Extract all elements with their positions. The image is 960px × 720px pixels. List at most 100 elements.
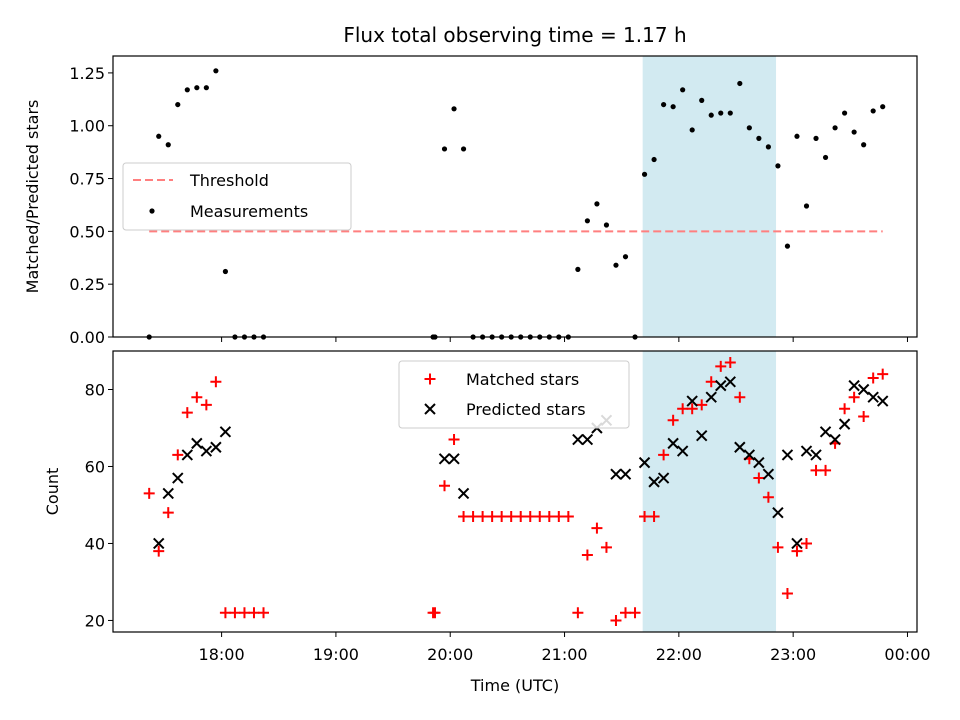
measurement-point [460, 146, 467, 152]
measurement-point [232, 334, 238, 340]
measurement-point [775, 163, 781, 169]
matched-star-point [848, 391, 860, 403]
matched-star-point [658, 449, 670, 461]
y-tick-label: 80 [85, 380, 105, 399]
x-tick-label: 21:00 [541, 645, 587, 664]
measurement-point [680, 87, 686, 93]
matched-star-point [153, 545, 165, 557]
measurement-point [508, 334, 514, 340]
legend-label: Measurements [190, 202, 308, 221]
measurement-point [565, 334, 571, 340]
predicted-star-point [610, 468, 622, 480]
measurement-point [213, 68, 219, 74]
matched-star-point [772, 541, 784, 553]
measurement-point [537, 334, 543, 340]
measurement-point [670, 104, 676, 110]
predicted-star-point [438, 453, 451, 465]
matched-star-point [696, 399, 708, 411]
matched-star-point [667, 414, 679, 426]
measurement-point [222, 268, 229, 275]
predicted-star-point [619, 468, 632, 480]
measurement-point [241, 334, 248, 340]
predicted-star-point [772, 506, 784, 519]
predicted-star-point [648, 476, 660, 488]
predicted-star-point [810, 449, 822, 461]
chart-title: Flux total observing time = 1.17 h [343, 23, 686, 47]
predicted-star-point [781, 449, 794, 461]
measurement-point [803, 203, 810, 209]
measurement-point [546, 334, 552, 340]
legend-label: Predicted stars [466, 400, 586, 419]
matched-star-point [867, 372, 879, 384]
plot-frame [112, 55, 918, 338]
predicted-star-point [857, 383, 870, 396]
measurement-point [260, 334, 267, 340]
matched-star-point [591, 522, 603, 534]
matched-star-point [477, 511, 489, 523]
x-tick-label: 18:00 [199, 645, 245, 664]
matched-star-point [724, 357, 736, 369]
matched-star-point [877, 368, 889, 380]
measurement-point [851, 129, 857, 135]
matched-star-point [458, 511, 470, 523]
matched-star-point [467, 511, 479, 523]
matched-star-point [429, 607, 441, 619]
x-tick-label: 22:00 [656, 645, 702, 664]
matched-star-point [800, 537, 812, 549]
predicted-star-point [638, 456, 651, 469]
measurement-point [784, 243, 791, 249]
measurement-point [689, 127, 695, 133]
x-axis-label: Time (UTC) [470, 676, 559, 695]
legend-box [122, 162, 352, 231]
predicted-star-point [696, 429, 708, 442]
plot-frame [112, 350, 918, 633]
y-tick-label: 0.75 [69, 170, 105, 189]
matched-star-point [753, 472, 765, 484]
ratio-panel: 0.00 0.25 0.50 0.75 1.00 1.25 Matched/Predicte… [23, 55, 918, 347]
measurement-point [156, 133, 162, 139]
measurement-point [661, 101, 667, 108]
predicted-star-point [676, 445, 689, 457]
measurement-point [832, 125, 838, 131]
matched-star-point [534, 511, 546, 523]
predicted-star-point [657, 472, 670, 484]
predicted-star-point [753, 456, 765, 469]
measurement-point [203, 85, 209, 91]
matched-star-point [524, 511, 536, 523]
predicted-star-point [191, 437, 203, 450]
predicted-star-point [219, 426, 232, 438]
matched-star-point [686, 403, 698, 415]
measurement-point [861, 142, 867, 148]
matched-star-point [191, 391, 203, 403]
highlight-span [642, 351, 777, 632]
measurement-point [251, 334, 257, 340]
predicted-star-point [838, 418, 851, 430]
measurement-point [527, 334, 533, 340]
count-panel: 20 40 60 80 18:00 19:00 20:00 21:00 22:00 23:00 00… [43, 350, 931, 695]
predicted-star-point [848, 379, 860, 392]
x-tick-label: 19:00 [313, 645, 359, 664]
y-tick-label: 60 [85, 457, 105, 476]
y-tick-label: 40 [85, 534, 105, 553]
predicted-star-point [829, 433, 841, 446]
x-tick-label: 00:00 [884, 645, 930, 664]
measurement-point [813, 135, 819, 141]
matched-star-point [648, 511, 660, 523]
matched-star-point [810, 464, 822, 476]
predicted-star-point [791, 537, 803, 550]
y-tick-label: 1.00 [69, 117, 105, 136]
matched-star-point [238, 607, 250, 619]
measurement-point [746, 125, 752, 131]
measurement-point [737, 80, 743, 87]
matched-star-point [791, 545, 803, 557]
matched-star-point [629, 607, 641, 619]
predicted-star-point [867, 391, 879, 403]
legend-predicted-swatch [424, 403, 436, 415]
matched-star-point [610, 614, 622, 626]
matched-star-point [553, 511, 565, 523]
measurement-point [175, 101, 181, 108]
measurement-point [765, 144, 771, 150]
predicted-star-point [200, 445, 213, 457]
matched-star-point [219, 607, 231, 619]
